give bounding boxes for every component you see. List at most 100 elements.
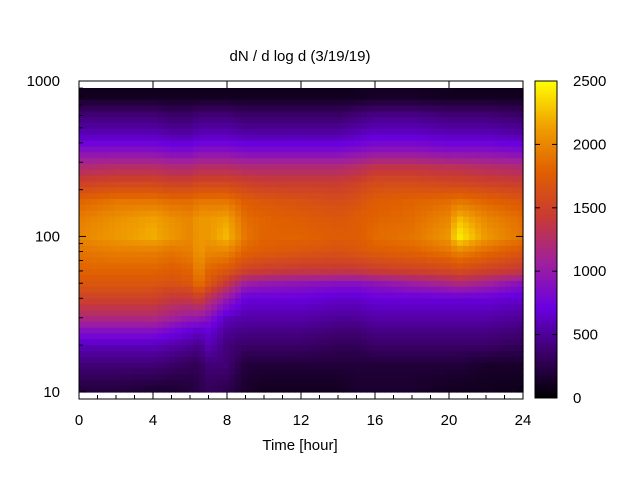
heatmap-cell [517,210,524,218]
heatmap-cell [391,257,398,264]
heatmap-cell [181,362,188,370]
heatmap-cell [499,175,506,183]
heatmap-cell [505,175,512,183]
heatmap-cell [91,251,98,259]
heatmap-cell [433,111,440,118]
heatmap-cell [319,187,326,194]
heatmap-cell [511,275,518,282]
heatmap-cell [157,117,164,124]
heatmap-cell [109,99,116,107]
heatmap-cell [157,111,164,118]
heatmap-cell [421,152,428,159]
heatmap-cell [289,111,296,118]
heatmap-cell [313,327,320,335]
heatmap-cell [487,345,494,352]
heatmap-cell [259,123,266,130]
heatmap-cell [475,158,482,165]
heatmap-cell [241,199,248,206]
heatmap-cell [511,152,518,159]
heatmap-cell [391,304,398,311]
heatmap-cell [181,310,188,317]
heatmap-cell [193,333,200,340]
heatmap-cell [163,234,170,241]
heatmap-cell [259,286,266,294]
heatmap-cell [475,204,482,212]
heatmap-cell [463,111,470,118]
heatmap-cell [235,228,242,235]
heatmap-cell [487,128,494,136]
heatmap-cell [205,339,212,346]
heatmap-cell [409,175,416,183]
heatmap-cell [493,321,500,329]
heatmap-cell [175,351,182,358]
heatmap-cell [367,88,374,95]
heatmap-cell [517,146,524,153]
heatmap-cell [325,134,332,142]
heatmap-cell [259,245,266,253]
heatmap-cell [445,327,452,335]
heatmap-cell [211,269,218,276]
heatmap-cell [313,105,320,112]
heatmap-cell [139,140,146,148]
heatmap-cell [187,368,194,376]
heatmap-cell [439,310,446,317]
heatmap-cell [391,199,398,206]
heatmap-cell [85,164,92,171]
heatmap-cell [379,105,386,112]
heatmap-cell [211,93,218,101]
heatmap-cell [271,380,278,387]
heatmap-cell [91,304,98,311]
heatmap-cell [145,123,152,130]
heatmap-cell [187,199,194,206]
x-tick-label: 8 [223,412,231,429]
heatmap-cell [223,240,230,247]
heatmap-cell [157,140,164,148]
heatmap-cell [103,187,110,194]
heatmap-cell [97,275,104,282]
heatmap-cell [343,93,350,101]
heatmap-cell [433,169,440,177]
heatmap-cell [187,310,194,317]
heatmap-cell [367,175,374,183]
heatmap-cell [85,362,92,370]
heatmap-cell [379,158,386,165]
heatmap-cell [169,374,176,381]
heatmap-cell [403,228,410,235]
heatmap-cell [409,374,416,381]
heatmap-cell [517,234,524,241]
heatmap-cell [487,333,494,340]
heatmap-cell [499,210,506,218]
heatmap-cell [133,263,140,270]
heatmap-cell [241,251,248,259]
heatmap-cell [367,193,374,200]
heatmap-cell [325,286,332,294]
heatmap-cell [187,333,194,340]
heatmap-cell [271,280,278,288]
heatmap-cell [139,88,146,95]
heatmap-cell [517,374,524,381]
heatmap-cell [325,105,332,112]
heatmap-cell [403,286,410,294]
heatmap-cell [145,228,152,235]
heatmap-cell [391,327,398,335]
heatmap-cell [175,123,182,130]
heatmap-cell [235,345,242,352]
heatmap-cell [517,93,524,101]
heatmap-cell [85,292,92,300]
heatmap-cell [463,117,470,124]
heatmap-cell [127,240,134,247]
heatmap-cell [91,368,98,376]
heatmap-cell [169,128,176,136]
heatmap-cell [451,210,458,218]
heatmap-cell [355,134,362,142]
heatmap-cell [331,339,338,346]
heatmap-cell [385,304,392,311]
heatmap-cell [355,111,362,118]
heatmap-cell [289,222,296,229]
heatmap-cell [259,164,266,171]
heatmap-cell [169,105,176,112]
heatmap-cell [265,251,272,259]
heatmap-cell [127,263,134,270]
heatmap-cell [457,386,464,393]
heatmap-cell [349,351,356,358]
